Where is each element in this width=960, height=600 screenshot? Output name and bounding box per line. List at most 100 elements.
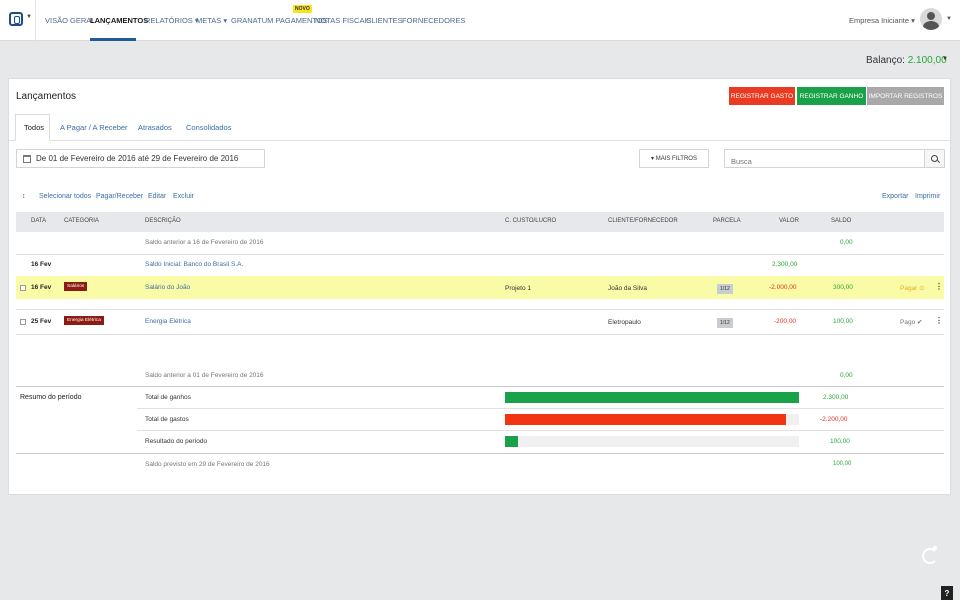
- edit-link[interactable]: Editar: [148, 193, 167, 200]
- tab-a-pagar-receber[interactable]: A Pagar / A Receber: [60, 123, 128, 132]
- new-badge: NOVO: [293, 5, 312, 13]
- date-range-text: De 01 de Fevereiro de 2016 até 29 de Fev…: [36, 154, 239, 163]
- nav-visao-geral[interactable]: VISÃO GERAL: [45, 16, 96, 25]
- row-date: 25 Fev: [31, 318, 52, 325]
- row-value: -2.000,00: [769, 284, 797, 291]
- nav-divider: [35, 0, 36, 41]
- tab-todos-label: Todos: [24, 123, 45, 132]
- help-button[interactable]: ?: [941, 586, 953, 600]
- category-badge: Salários: [64, 282, 88, 291]
- tab-consolidados[interactable]: Consolidados: [186, 123, 232, 132]
- summary-income-value: 2.300,00: [823, 394, 849, 401]
- search-input[interactable]: [724, 149, 925, 168]
- summary-divider: [16, 453, 944, 454]
- nav-relatorios[interactable]: RELATÓRIOS ▾: [145, 16, 199, 25]
- calendar-icon: [23, 155, 31, 163]
- row-client: Eletropaulo: [608, 319, 641, 326]
- installment-badge: 1/12: [717, 318, 733, 328]
- row-checkbox[interactable]: [20, 285, 26, 291]
- col-cliente-fornecedor[interactable]: CLIENTE/FORNECEDOR: [608, 218, 678, 224]
- row-value: -200,00: [774, 318, 797, 325]
- nav-granatum-pagamentos[interactable]: GRANATUM PAGAMENTOS: [231, 16, 328, 25]
- forecast-value: 100,00: [833, 461, 852, 467]
- register-income-button[interactable]: REGISTRAR GANHO: [797, 87, 866, 105]
- row-description[interactable]: Salário do João: [145, 284, 191, 291]
- row-divider: [16, 254, 944, 255]
- col-saldo[interactable]: SALDO: [831, 218, 852, 224]
- search-icon[interactable]: [924, 149, 945, 168]
- row-divider: [16, 334, 944, 335]
- pay-receive-link[interactable]: Pagar/Receber: [96, 193, 144, 200]
- col-categoria[interactable]: CATEGORIA: [64, 218, 99, 224]
- summary-expense-label: Total de gastos: [145, 416, 189, 423]
- nav-lancamentos[interactable]: LANÇAMENTOS: [90, 16, 149, 25]
- row-balance: 300,00: [833, 284, 853, 291]
- expense-bar: [505, 414, 799, 425]
- row-divider: [137, 430, 944, 431]
- income-bar: [505, 392, 799, 403]
- forecast-label: Saldo previsto em 29 de Fevereiro de 201…: [145, 461, 270, 468]
- row-menu-icon[interactable]: ⋮: [935, 282, 943, 291]
- export-link[interactable]: Exportar: [882, 193, 909, 200]
- date-range-picker[interactable]: De 01 de Fevereiro de 2016 até 29 de Fev…: [16, 149, 265, 168]
- logo-dropdown-icon[interactable]: ▼: [26, 14, 32, 20]
- summary-result-label: Resultado do período: [145, 438, 208, 445]
- result-bar-fill: [505, 436, 518, 447]
- balance-label: Balanço:: [866, 55, 905, 66]
- sort-icon[interactable]: ↕: [22, 193, 26, 200]
- page-title: Lançamentos: [16, 91, 77, 102]
- active-nav-indicator: [90, 38, 136, 41]
- pay-status-button[interactable]: Pagar ⊙: [900, 285, 925, 292]
- paid-status[interactable]: Pago ✔: [900, 319, 923, 326]
- row-menu-icon[interactable]: ⋮: [935, 316, 943, 325]
- summary-expense-value: -2.200,00: [820, 416, 848, 423]
- previous-balance-value: 0,00: [840, 372, 853, 379]
- previous-balance-label: Saldo anterior a 16 de Fevereiro de 2016: [145, 239, 264, 246]
- tabs-divider: [9, 140, 952, 141]
- row-client: João da Silva: [608, 285, 648, 292]
- row-value: 2.300,00: [772, 261, 798, 268]
- top-navbar: ▼ VISÃO GERAL LANÇAMENTOS RELATÓRIOS ▾ M…: [0, 0, 960, 41]
- summary-income-label: Total de ganhos: [145, 394, 191, 401]
- nav-metas[interactable]: METAS ▾: [196, 16, 228, 25]
- nav-clientes[interactable]: CLIENTES: [366, 16, 403, 25]
- granatum-logo-icon[interactable]: [9, 12, 23, 26]
- income-bar-fill: [505, 392, 799, 403]
- summary-divider: [16, 386, 944, 387]
- row-description[interactable]: Energia Elétrica: [145, 318, 191, 325]
- category-badge: Energia Elétrica: [64, 316, 104, 325]
- select-all-link[interactable]: Selecionar todos: [39, 193, 92, 200]
- import-records-button[interactable]: IMPORTAR REGISTROS: [867, 87, 944, 105]
- register-expense-button[interactable]: REGISTRAR GASTO: [729, 87, 795, 105]
- col-centro-custo[interactable]: C. CUSTO/LUCRO: [505, 218, 557, 224]
- balance-display[interactable]: Balanço: 2.100,00: [866, 55, 947, 66]
- user-avatar[interactable]: [920, 8, 942, 30]
- lancamentos-panel: Lançamentos REGISTRAR GASTO REGISTRAR GA…: [8, 78, 952, 495]
- balance-caret-icon[interactable]: ▼: [942, 56, 948, 62]
- row-date: 16 Fev: [31, 261, 52, 268]
- col-valor[interactable]: VALOR: [779, 218, 799, 224]
- summary-title: Resumo do período: [20, 394, 82, 401]
- table-row-highlighted[interactable]: [16, 276, 944, 299]
- tab-atrasados[interactable]: Atrasados: [138, 123, 172, 132]
- table-header: [16, 212, 944, 232]
- nav-notas-fiscais[interactable]: NOTAS FISCAIS: [315, 16, 372, 25]
- col-descricao[interactable]: DESCRIÇÃO: [145, 218, 181, 224]
- more-filters-button[interactable]: ▾ MAIS FILTROS: [639, 149, 709, 168]
- row-description[interactable]: Saldo Inicial: Banco do Brasil S.A.: [145, 261, 244, 268]
- row-cost-center: Projeto 1: [505, 285, 532, 292]
- row-divider: [16, 309, 944, 310]
- col-data[interactable]: DATA: [31, 218, 47, 224]
- nav-fornecedores[interactable]: FORNECEDORES: [402, 16, 466, 25]
- previous-balance-label: Saldo anterior a 01 de Fevereiro de 2016: [145, 372, 264, 379]
- installment-badge: 1/12: [717, 284, 733, 294]
- row-checkbox[interactable]: [20, 319, 26, 325]
- company-selector[interactable]: Empresa Iniciante ▾: [849, 16, 915, 25]
- col-parcela[interactable]: PARCELA: [713, 218, 741, 224]
- delete-link[interactable]: Excluir: [173, 193, 195, 200]
- user-menu-caret-icon[interactable]: ▼: [946, 16, 952, 22]
- print-link[interactable]: Imprimir: [915, 193, 941, 200]
- tab-todos[interactable]: Todos: [15, 114, 50, 141]
- row-balance: 100,00: [833, 318, 853, 325]
- result-bar: [505, 436, 799, 447]
